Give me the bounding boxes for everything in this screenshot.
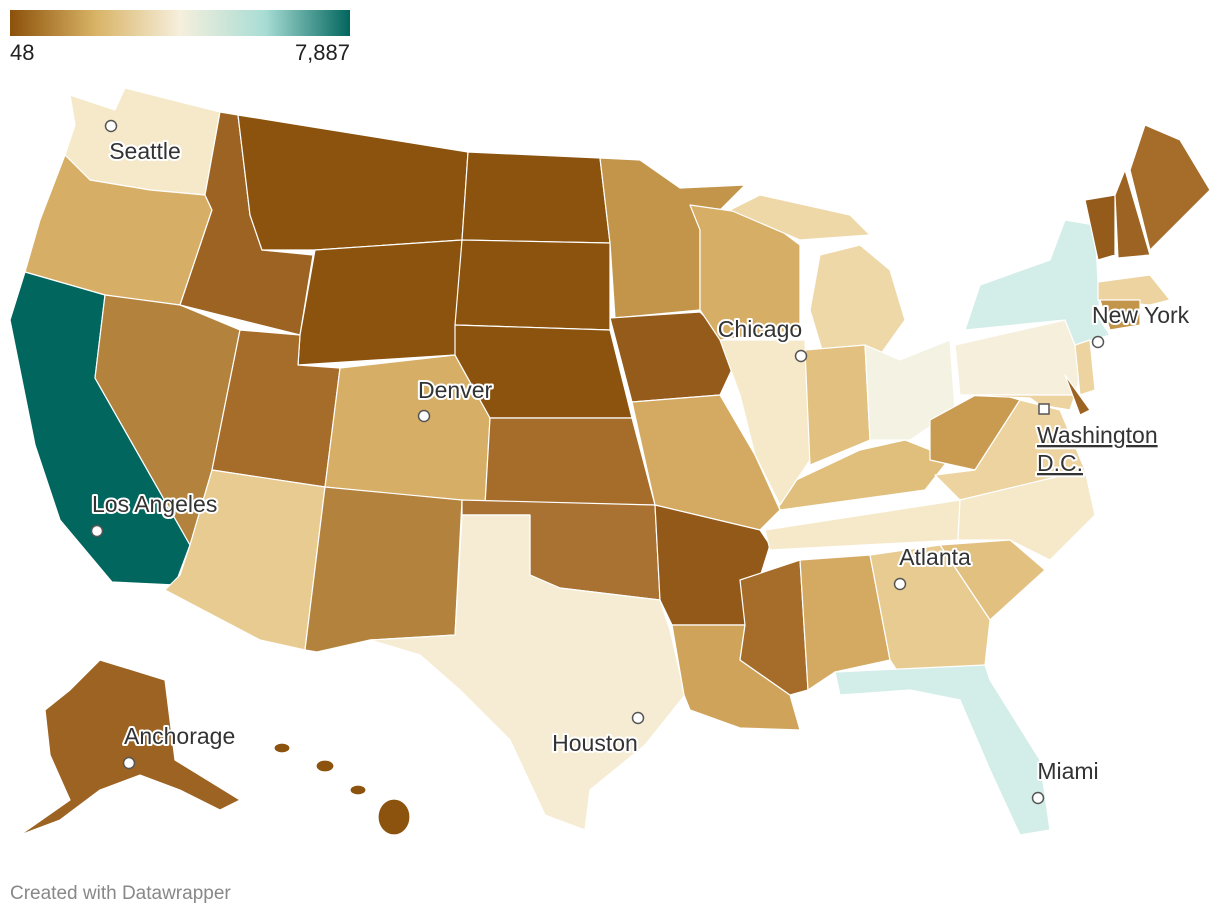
- state: [957, 469, 1096, 561]
- state: [809, 244, 906, 361]
- cities: Seattle Los Angeles Denver Chicago New Y…: [90, 119, 1192, 805]
- state: [273, 742, 291, 754]
- city-marker: [417, 409, 431, 423]
- state: [369, 514, 686, 831]
- city-marker: [90, 524, 104, 538]
- state: [1074, 339, 1096, 396]
- state: [484, 417, 656, 506]
- state: [804, 344, 871, 466]
- state: [609, 311, 741, 403]
- state: [349, 784, 367, 796]
- city-marker: [1091, 335, 1105, 349]
- legend-gradient: [10, 10, 350, 36]
- state: [834, 664, 1051, 836]
- city-marker: [631, 711, 645, 725]
- city-label: New York: [1092, 302, 1190, 328]
- state: [237, 114, 469, 251]
- legend-max: 7,887: [295, 40, 350, 65]
- legend-min: 48: [10, 40, 34, 65]
- city-label: Chicago: [718, 316, 802, 342]
- state: [954, 319, 1086, 396]
- city-marker: [122, 756, 136, 770]
- state: [1097, 274, 1171, 306]
- city-label: Los Angeles: [92, 491, 217, 517]
- state: [1084, 194, 1116, 261]
- city-label: Houston: [552, 730, 638, 756]
- state: [304, 486, 463, 653]
- state: [454, 239, 611, 331]
- city-label: Miami: [1037, 758, 1098, 784]
- state: [1099, 299, 1141, 331]
- city-marker: [104, 119, 118, 133]
- states: [9, 87, 1211, 836]
- state: [729, 194, 871, 241]
- state: [719, 339, 811, 506]
- state: [799, 554, 891, 691]
- city-marker: [794, 349, 808, 363]
- city-label: Seattle: [109, 138, 181, 164]
- city-label: Anchorage: [124, 723, 235, 749]
- state: [964, 219, 1111, 346]
- city-marker: [1031, 791, 1045, 805]
- capital-marker: [1038, 403, 1050, 415]
- city-label: D.C.: [1037, 450, 1083, 476]
- state: [377, 798, 411, 836]
- state: [315, 759, 335, 773]
- footer: Created with Datawrapper: [10, 883, 231, 904]
- state: [461, 151, 611, 244]
- city-label: Atlanta: [899, 544, 971, 570]
- state: [1064, 374, 1091, 416]
- state: [297, 239, 463, 366]
- city-marker: [893, 577, 907, 591]
- state: [959, 394, 1076, 411]
- state: [1114, 169, 1151, 259]
- city-label: Denver: [418, 377, 492, 403]
- state: [1129, 124, 1211, 251]
- city-label: Washington: [1037, 422, 1158, 448]
- state: [19, 659, 241, 836]
